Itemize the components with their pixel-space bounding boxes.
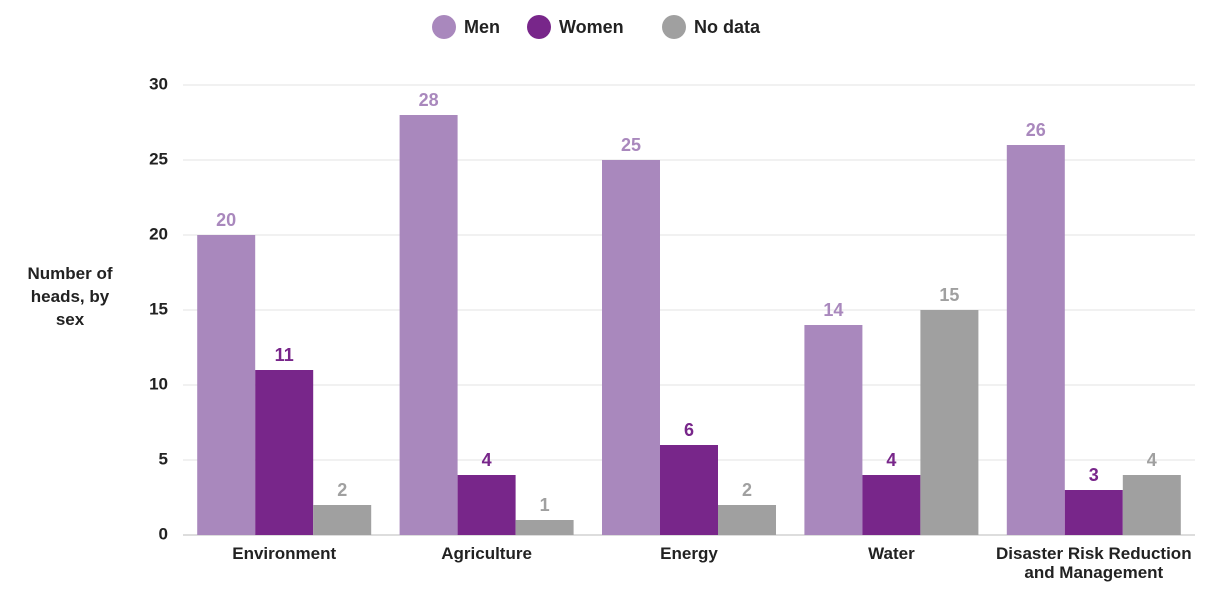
bar [920, 310, 979, 535]
y-tick-label: 20 [149, 224, 168, 243]
y-tick-label: 15 [149, 299, 168, 318]
legend-label: Women [559, 17, 624, 37]
data-label: 25 [621, 135, 641, 155]
data-label: 20 [216, 210, 236, 230]
bar [255, 370, 314, 535]
x-tick-label: Disaster Risk Reduction and Management [996, 544, 1192, 582]
bar [313, 505, 372, 535]
data-label: 4 [886, 450, 896, 470]
legend-label: Men [464, 17, 500, 37]
y-tick-label: 30 [149, 74, 168, 93]
bar [515, 520, 574, 535]
data-label: 14 [823, 300, 843, 320]
bar [197, 235, 256, 535]
bar [660, 445, 718, 535]
data-label: 4 [482, 450, 492, 470]
data-label: 1 [540, 495, 550, 515]
y-axis-label: Number of heads, by sex [27, 264, 113, 329]
legend-label: No data [694, 17, 761, 37]
data-label: 4 [1147, 450, 1157, 470]
bar [1006, 145, 1065, 535]
x-tick-label: Energy [660, 544, 718, 563]
bar [1064, 490, 1123, 535]
data-label: 6 [684, 420, 694, 440]
y-tick-label: 0 [159, 524, 168, 543]
legend-swatch [662, 15, 686, 39]
x-tick-label: Environment [232, 544, 337, 563]
bar [718, 505, 776, 535]
bar [804, 325, 863, 535]
legend-swatch [432, 15, 456, 39]
x-tick-label: Water [868, 544, 915, 563]
data-label: 2 [337, 480, 347, 500]
x-tick-label: Agriculture [441, 544, 532, 563]
data-label: 15 [939, 285, 959, 305]
bar [457, 475, 516, 535]
data-label: 28 [419, 90, 439, 110]
data-label: 2 [742, 480, 752, 500]
bar [862, 475, 921, 535]
y-tick-label: 10 [149, 374, 168, 393]
data-label: 26 [1026, 120, 1046, 140]
data-label: 11 [275, 345, 294, 365]
y-tick-label: 5 [159, 449, 168, 468]
data-label: 3 [1089, 465, 1099, 485]
y-tick-label: 25 [149, 149, 168, 168]
bar [1122, 475, 1181, 535]
bar [602, 160, 660, 535]
bar [399, 115, 458, 535]
legend-swatch [527, 15, 551, 39]
